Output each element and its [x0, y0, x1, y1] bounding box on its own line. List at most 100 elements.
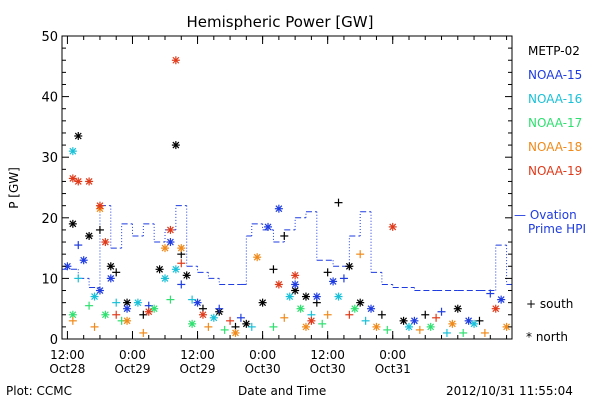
plot-credit: Plot: CCMC	[6, 384, 72, 398]
data-point-noaa-18-10	[280, 313, 289, 322]
data-point-noaa-15-17	[339, 274, 348, 283]
data-point-noaa-15-7	[166, 238, 175, 247]
x-tick-label-date-4: Oct30	[310, 362, 346, 376]
data-point-noaa-16-13	[361, 316, 370, 325]
y-tick-label-30: 30	[41, 151, 58, 166]
data-point-noaa-15-10	[215, 304, 224, 313]
data-point-noaa-16-4	[133, 298, 142, 307]
data-point-noaa-15-1	[74, 241, 83, 250]
x-tick-label-date-5: Oct31	[375, 362, 411, 376]
data-point-noaa-17-7	[220, 325, 229, 334]
data-point-metp-02-29	[453, 304, 462, 313]
data-point-noaa-18-14	[372, 322, 381, 331]
north-symbol-legend: * north	[526, 330, 569, 344]
data-point-metp-02-17	[269, 265, 278, 274]
data-point-noaa-17-1	[85, 301, 94, 310]
data-point-metp-02-1	[68, 219, 77, 228]
legend-item-noaa-16: NOAA-16	[528, 92, 583, 106]
data-point-noaa-18-17	[480, 328, 489, 337]
data-point-noaa-15-12	[264, 222, 273, 231]
data-point-noaa-19-9	[177, 259, 186, 268]
data-point-noaa-15-22	[486, 289, 495, 298]
data-point-noaa-15-20	[437, 307, 446, 316]
data-point-metp-02-24	[345, 262, 354, 271]
data-point-noaa-17-9	[296, 304, 305, 313]
y-tick-label-20: 20	[41, 212, 58, 227]
data-point-noaa-19-2	[85, 177, 94, 186]
x-tick-label-time-0: 12:00	[50, 348, 85, 362]
chart-title: Hemispheric Power [GW]	[187, 13, 374, 31]
data-point-noaa-16-12	[334, 292, 343, 301]
data-point-noaa-19-12	[274, 280, 283, 289]
data-point-noaa-17-10	[318, 319, 327, 328]
data-point-noaa-19-17	[432, 313, 441, 322]
data-point-noaa-15-4	[106, 274, 115, 283]
data-point-noaa-18-3	[123, 316, 132, 325]
data-point-metp-02-20	[301, 292, 310, 301]
x-tick-label-time-5: 0:00	[379, 348, 406, 362]
data-point-metp-02-26	[377, 310, 386, 319]
data-point-noaa-19-11	[226, 316, 235, 325]
data-point-noaa-15-23	[497, 295, 506, 304]
data-point-metp-02-28	[421, 310, 430, 319]
data-point-noaa-19-8	[171, 56, 180, 65]
data-point-noaa-17-6	[188, 319, 197, 328]
data-point-noaa-16-2	[90, 292, 99, 301]
data-point-noaa-18-5	[161, 244, 170, 253]
data-point-noaa-15-11	[236, 313, 245, 322]
data-point-metp-02-3	[95, 225, 104, 234]
data-point-metp-02-27	[399, 316, 408, 325]
data-point-metp-02-19	[291, 286, 300, 295]
data-point-noaa-16-10	[285, 292, 294, 301]
y-tick-label-0: 0	[50, 333, 58, 348]
legend-item-noaa-15: NOAA-15	[528, 68, 583, 82]
data-point-noaa-18-7	[204, 322, 213, 331]
data-point-metp-02-2	[85, 231, 94, 240]
data-point-noaa-19-5	[112, 310, 121, 319]
x-axis-label: Date and Time	[238, 384, 327, 398]
data-point-noaa-17-5	[166, 295, 175, 304]
ovation-label-line1: — Ovation	[514, 208, 577, 222]
data-point-noaa-18-13	[356, 250, 365, 259]
ovation-label-line2: Prime HPI	[528, 222, 586, 236]
data-point-metp-02-8	[155, 265, 164, 274]
ovation-legend: — Ovation Prime HPI	[514, 208, 586, 236]
data-point-noaa-15-18	[367, 304, 376, 313]
data-point-metp-02-18	[280, 231, 289, 240]
data-point-noaa-15-15	[312, 292, 321, 301]
data-point-metp-02-4	[106, 262, 115, 271]
data-point-noaa-16-14	[404, 322, 413, 331]
data-point-noaa-18-12	[323, 310, 332, 319]
data-point-noaa-19-16	[388, 222, 397, 231]
data-point-noaa-15-5	[123, 304, 132, 313]
y-tick-label-50: 50	[41, 30, 58, 45]
legend-item-noaa-17: NOAA-17	[528, 116, 583, 130]
data-point-noaa-19-1	[74, 177, 83, 186]
data-point-metp-02-5	[112, 268, 121, 277]
data-point-noaa-19-6	[144, 307, 153, 316]
data-point-noaa-19-13	[291, 271, 300, 280]
data-point-noaa-15-19	[410, 316, 419, 325]
data-point-noaa-16-3	[112, 298, 121, 307]
data-point-noaa-19-4	[101, 238, 110, 247]
legend-item-noaa-18: NOAA-18	[528, 140, 583, 154]
plot-timestamp: 2012/10/31 11:55:04	[446, 384, 573, 398]
data-point-noaa-17-14	[459, 328, 468, 337]
data-point-noaa-19-7	[166, 225, 175, 234]
data-point-noaa-18-1	[90, 322, 99, 331]
data-point-noaa-18-8	[231, 328, 240, 337]
data-point-metp-02-25	[356, 298, 365, 307]
data-point-noaa-17-12	[383, 325, 392, 334]
data-point-noaa-18-9	[253, 253, 262, 262]
y-axis-label: P [GW]	[7, 167, 21, 209]
data-point-noaa-17-8	[269, 322, 278, 331]
data-point-noaa-19-10	[198, 310, 207, 319]
data-point-noaa-16-9	[247, 322, 256, 331]
data-point-noaa-16-16	[470, 319, 479, 328]
data-point-noaa-18-0	[68, 316, 77, 325]
x-tick-label-time-2: 12:00	[180, 348, 215, 362]
data-point-noaa-16-5	[161, 274, 170, 283]
data-point-noaa-19-14	[307, 316, 316, 325]
